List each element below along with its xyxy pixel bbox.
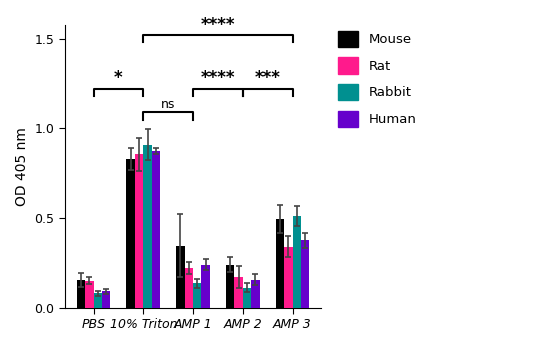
Bar [293,216,301,308]
Bar [243,288,251,308]
Bar [152,151,160,308]
Y-axis label: OD 405 nm: OD 405 nm [15,127,29,206]
Text: ns: ns [161,98,175,111]
Bar [76,280,85,308]
Text: ****: **** [201,69,235,87]
Bar [251,280,260,308]
Bar [102,291,111,308]
Bar [135,154,144,308]
Bar [185,268,193,308]
Bar [226,265,234,308]
Bar [144,145,152,308]
Bar [234,277,243,308]
Text: ****: **** [201,16,235,34]
Bar [193,283,201,308]
Bar [85,281,94,308]
Bar [94,293,102,308]
Bar [284,247,293,308]
Bar [301,240,310,308]
Legend: Mouse, Rat, Rabbit, Human: Mouse, Rat, Rabbit, Human [333,26,422,132]
Text: *: * [114,69,123,87]
Text: ***: *** [255,69,280,87]
Bar [276,219,284,308]
Bar [201,265,210,308]
Bar [176,246,185,308]
Bar [126,159,135,308]
